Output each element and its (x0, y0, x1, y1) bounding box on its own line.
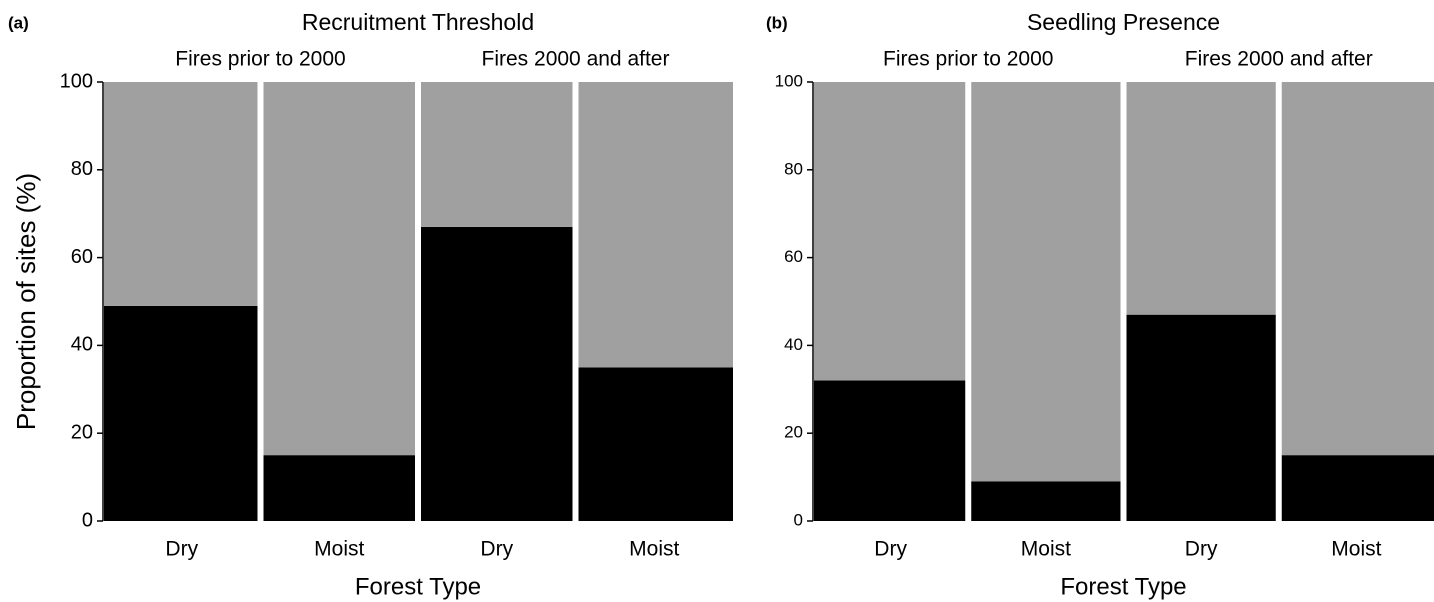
x-tick-label: Dry (1185, 538, 1218, 561)
y-tick-label: 60 (784, 247, 803, 266)
group-label: Fires prior to 2000 (175, 48, 345, 71)
bar-segment (104, 305, 258, 521)
x-axis-label: Forest Type (1060, 573, 1186, 600)
bar-segment (971, 82, 1121, 482)
bar-segment (1126, 314, 1276, 521)
y-tick-label: 100 (775, 71, 803, 90)
y-tick-label: 60 (71, 246, 93, 268)
panel-label: (b) (766, 13, 788, 32)
y-tick-label: 0 (794, 510, 803, 529)
x-tick-label: Dry (874, 538, 907, 561)
bar-segment (104, 82, 258, 306)
y-tick-label: 80 (71, 158, 93, 180)
x-tick-label: Moist (1331, 538, 1381, 561)
bar-segment (263, 455, 415, 521)
bar-segment (578, 367, 733, 521)
y-tick-label: 20 (71, 421, 93, 443)
chart-title: Seedling Presence (1027, 9, 1220, 35)
bar-segment (814, 380, 966, 521)
bar-segment (578, 82, 733, 368)
y-tick-label: 20 (784, 423, 803, 442)
bar-segment (421, 82, 573, 227)
group-label: Fires 2000 and after (1185, 48, 1373, 71)
panel-label: (a) (8, 13, 29, 32)
y-tick-label: 80 (784, 159, 803, 178)
group-label: Fires prior to 2000 (883, 48, 1053, 71)
bar-segment (1281, 455, 1434, 521)
chart-title: Recruitment Threshold (302, 9, 534, 35)
x-tick-label: Dry (480, 538, 513, 561)
y-axis-label: Proportion of sites (%) (11, 173, 41, 430)
group-label: Fires 2000 and after (482, 48, 670, 71)
x-tick-label: Moist (629, 538, 679, 561)
x-tick-label: Dry (165, 538, 198, 561)
y-tick-label: 100 (60, 70, 93, 92)
y-tick-label: 40 (71, 334, 93, 356)
bar-segment (263, 82, 415, 456)
bar-segment (1281, 82, 1434, 456)
bar-segment (971, 481, 1121, 521)
bar-segment (814, 82, 966, 381)
x-tick-label: Moist (314, 538, 364, 561)
bar-segment (421, 226, 573, 521)
x-axis-label: Forest Type (355, 573, 481, 600)
y-tick-label: 40 (784, 335, 803, 354)
y-tick-label: 0 (82, 509, 93, 531)
bar-segment (1126, 82, 1276, 315)
x-tick-label: Moist (1021, 538, 1071, 561)
